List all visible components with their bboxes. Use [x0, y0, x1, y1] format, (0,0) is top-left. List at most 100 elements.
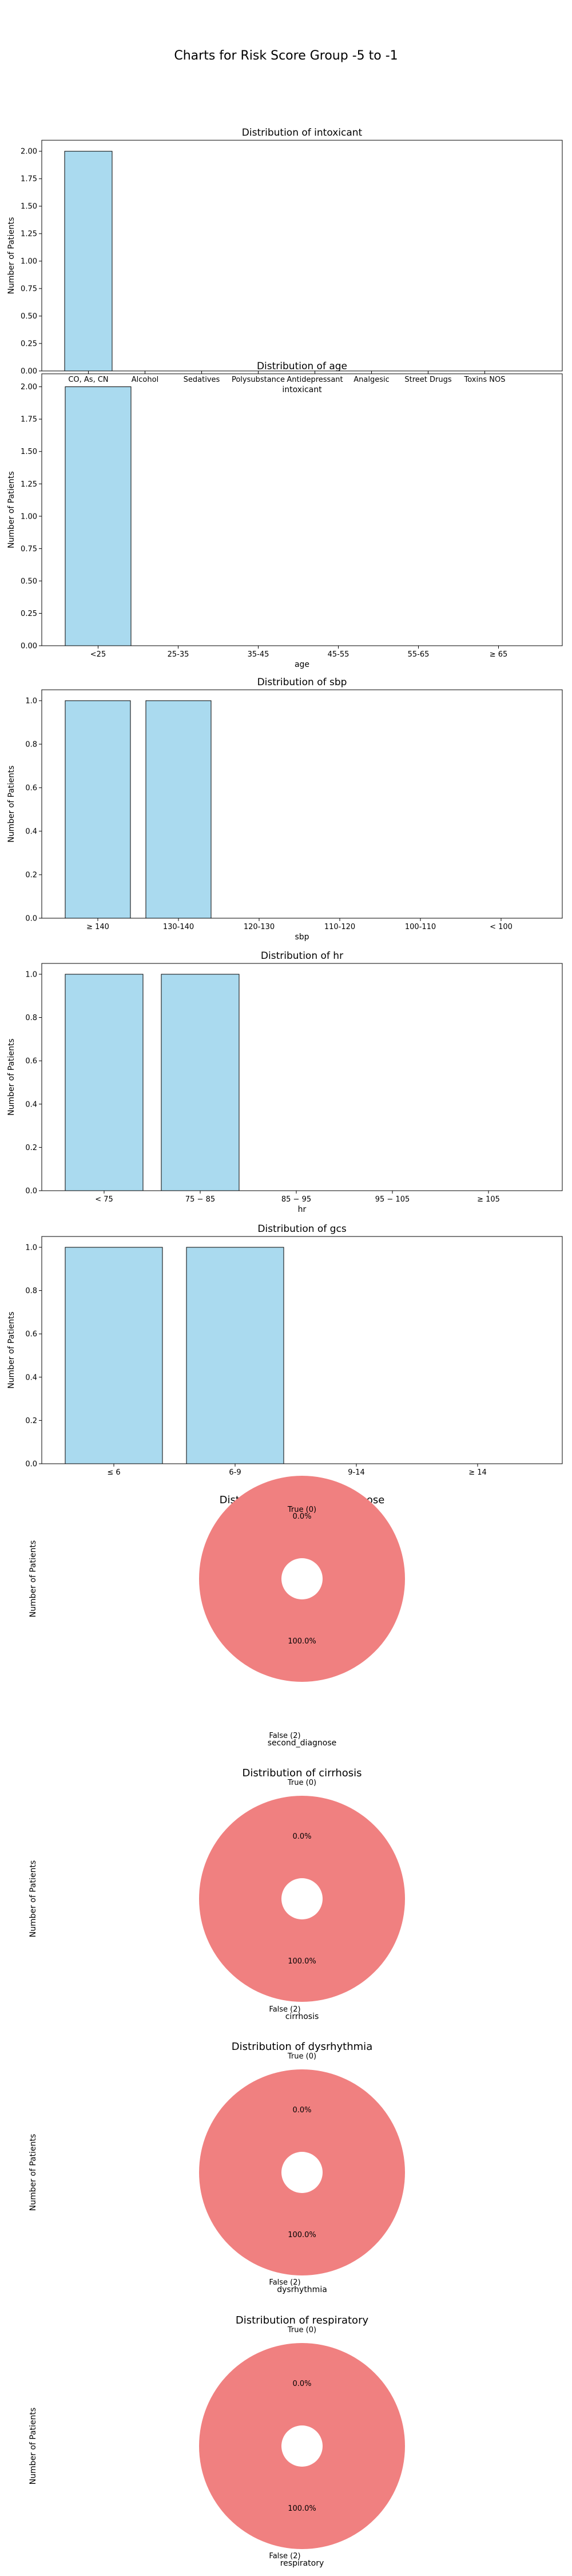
x-axis-label: respiratory [280, 2559, 324, 2568]
x-tick-label: 35-45 [248, 650, 269, 659]
x-tick-label: 9-14 [348, 1468, 365, 1477]
x-tick-label: ≥ 14 [468, 1468, 487, 1477]
y-tick-label: 0.2 [25, 1144, 37, 1152]
y-tick-label: 1.00 [21, 258, 37, 266]
y-tick-label: 0.50 [21, 313, 37, 321]
y-tick-label: 0.6 [25, 1330, 37, 1339]
x-tick-label: Street Drugs [404, 376, 451, 384]
figure-title: Charts for Risk Score Group -5 to -1 [174, 49, 398, 63]
x-tick-label: ≥ 65 [490, 650, 508, 659]
pie-center-hole [281, 2425, 323, 2467]
pie-slice-label: True (0) [287, 2326, 316, 2334]
y-tick-label: 0.4 [25, 1100, 37, 1109]
pie-slice-label: True (0) [287, 2052, 316, 2061]
y-tick-label: 1.75 [21, 175, 37, 184]
x-tick-label: Analgesic [353, 376, 390, 384]
x-tick-label: 75 − 85 [185, 1195, 215, 1204]
x-tick-label: Toxins NOS [464, 376, 506, 384]
y-tick-label: 0.8 [25, 1014, 37, 1022]
bar [64, 151, 113, 372]
chart-title: Distribution of gcs [257, 1223, 347, 1235]
y-axis-label: Number of Patients [7, 471, 16, 548]
x-tick-label: 25-35 [168, 650, 189, 659]
pie-center-hole [281, 1878, 323, 1919]
y-axis-label: Number of Patients [29, 1860, 38, 1938]
y-axis-label: Number of Patients [7, 1311, 16, 1389]
x-axis-label: cirrhosis [285, 2012, 319, 2021]
bar [186, 1247, 284, 1464]
pie-slice-label: False (2) [269, 1732, 300, 1740]
x-tick-label: 130-140 [163, 923, 194, 931]
y-tick-label: 1.00 [21, 512, 37, 521]
x-tick-label: Sedatives [184, 376, 220, 384]
x-tick-label: 45-55 [328, 650, 349, 659]
y-axis-label: Number of Patients [7, 217, 16, 294]
x-tick-label: < 75 [95, 1195, 113, 1204]
y-tick-label: 1.25 [21, 480, 37, 489]
y-tick-label: 1.0 [25, 970, 37, 979]
y-tick-label: 0.8 [25, 741, 37, 749]
x-tick-label: 95 − 105 [375, 1195, 410, 1204]
x-tick-label: 120-130 [244, 923, 275, 931]
y-tick-label: 0.75 [21, 285, 37, 294]
bar-chart-gcs: Distribution of gcs ≤ 6 6-9 9-14 ≥ 14 0.0 0.2 0… [7, 1223, 563, 1487]
x-axis-label: age [295, 660, 309, 669]
y-axis-label: Number of Patients [29, 2134, 38, 2211]
x-tick-label: ≤ 6 [107, 1468, 120, 1477]
y-tick-label: 0.25 [21, 610, 37, 618]
y-tick-label: 0.50 [21, 577, 37, 586]
y-tick-label: 0.0 [25, 1460, 37, 1469]
x-tick-label: 110-120 [324, 923, 355, 931]
pie-center-hole [281, 1558, 323, 1599]
x-tick-label: Polysubstance [232, 376, 285, 384]
bar-chart-hr: Distribution of hr < 75 75 − 85 85 − 95 95 −… [7, 950, 563, 1214]
pie-percentage: 0.0% [292, 2380, 311, 2388]
y-tick-label: 1.0 [25, 1243, 37, 1252]
y-tick-label: 0.0 [25, 915, 37, 923]
plot-frame [41, 373, 563, 646]
x-tick-label: 85 − 95 [281, 1195, 311, 1204]
y-tick-label: 1.0 [25, 697, 37, 706]
pie-slice-label: True (0) [287, 1779, 316, 1787]
chart-title: Distribution of sbp [257, 677, 347, 688]
y-tick-label: 1.75 [21, 416, 37, 424]
bar [65, 386, 132, 646]
y-tick-label: 1.25 [21, 230, 37, 239]
x-tick-label: Alcohol [132, 376, 158, 384]
x-tick-label: 100-110 [405, 923, 436, 931]
bar [65, 974, 144, 1191]
chart-title: Distribution of intoxicant [242, 127, 363, 139]
x-axis-label: hr [298, 1205, 307, 1214]
bar [145, 700, 212, 919]
chart-title: Distribution of dysrhythmia [232, 2041, 372, 2053]
x-tick-label: ≥ 140 [86, 923, 109, 931]
y-tick-label: 2.00 [21, 148, 37, 156]
y-tick-label: 0.0 [25, 1187, 37, 1196]
pie-slice-label: False (2) [269, 2005, 300, 2014]
pie-center-hole [281, 2152, 323, 2193]
pie-slice-label: True (0) [287, 1506, 316, 1514]
plot-frame [41, 689, 563, 919]
x-axis-label: dysrhythmia [277, 2285, 327, 2294]
x-tick-label: ≥ 105 [477, 1195, 500, 1204]
y-tick-label: 0.00 [21, 642, 37, 651]
x-tick-label: CO, As, CN [68, 376, 108, 384]
pie-slice-label: False (2) [269, 2552, 300, 2561]
y-axis-label: Number of Patients [29, 1540, 38, 1618]
x-axis-label: second_diagnose [268, 1739, 337, 1748]
y-axis-label: Number of Patients [29, 2408, 38, 2485]
bar [65, 1247, 163, 1464]
x-tick-label: Antidepressant [287, 376, 343, 384]
y-tick-label: 0.00 [21, 368, 37, 376]
y-tick-label: 1.50 [21, 448, 37, 456]
bar-chart-age: Distribution of age <25 25-35 35-45 45-55 55-… [7, 361, 563, 669]
y-tick-label: 0.8 [25, 1287, 37, 1295]
bar-chart-intoxicant: Distribution of intoxicant CO, As, CN Alco… [7, 127, 563, 394]
chart-title: Distribution of age [257, 361, 347, 372]
x-tick-label: < 100 [490, 923, 513, 931]
pie-chart-second_diagnose: Distribution of second_diagnoseTrue (0)F… [29, 1476, 405, 1748]
bar [161, 974, 240, 1191]
